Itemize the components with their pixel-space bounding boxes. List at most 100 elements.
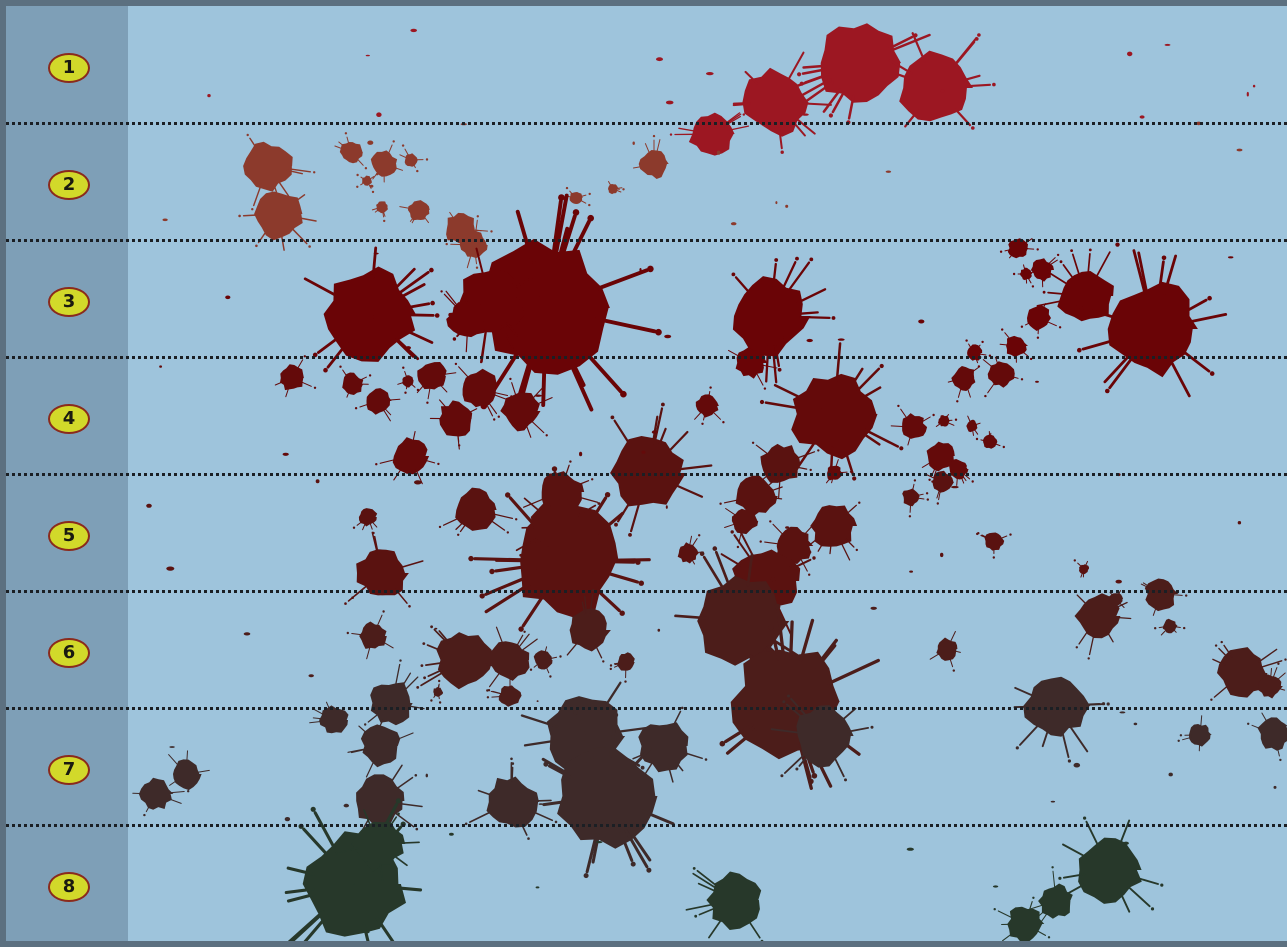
stain-79 [1140, 578, 1188, 616]
stain-40 [375, 430, 440, 485]
droplet [706, 72, 714, 76]
stain-66 [902, 479, 929, 518]
droplet [534, 394, 542, 397]
stain-34 [354, 388, 401, 422]
droplet [1127, 51, 1133, 57]
row-divider-4 [6, 473, 1287, 476]
droplet [770, 577, 776, 582]
droplet [414, 480, 422, 485]
droplet [1252, 84, 1256, 88]
droplet [665, 100, 674, 105]
stain-83 [1258, 662, 1286, 699]
stain-93 [464, 757, 558, 840]
row-divider-7 [6, 824, 1287, 827]
droplet [579, 451, 583, 457]
stain-32 [274, 355, 317, 398]
stain-53 [438, 487, 518, 536]
droplet [870, 606, 877, 610]
droplet [906, 847, 914, 851]
stain-57 [344, 531, 424, 608]
droplet [207, 94, 211, 98]
stain-74 [529, 646, 562, 678]
stain-88 [309, 701, 349, 734]
stain-27 [1036, 248, 1114, 322]
droplet [664, 334, 672, 339]
stain-77 [1074, 593, 1132, 660]
stain-82 [1210, 640, 1287, 701]
droplet [1040, 276, 1045, 281]
droplet [282, 452, 289, 456]
stain-43 [890, 404, 935, 446]
droplet [225, 295, 231, 300]
droplet [449, 832, 454, 836]
droplet [243, 632, 251, 636]
stain-99 [1247, 712, 1287, 762]
stain-104 [1058, 816, 1164, 913]
stain-98 [1177, 715, 1212, 752]
stain-73 [489, 626, 538, 688]
droplet [639, 268, 642, 272]
stain-50 [935, 414, 958, 427]
row-divider-2 [6, 239, 1287, 242]
stain-10 [399, 200, 430, 224]
droplet [806, 338, 813, 343]
droplet [837, 338, 845, 341]
droplet [376, 112, 382, 117]
stain-51 [826, 454, 853, 484]
stain-36 [397, 366, 420, 394]
stain-18 [303, 246, 440, 373]
droplet [365, 54, 370, 57]
droplet [775, 201, 778, 205]
row-badge-5: 5 [48, 521, 90, 551]
droplet [369, 184, 374, 188]
droplet [730, 222, 737, 226]
droplet [1237, 521, 1242, 525]
stain-42 [694, 386, 725, 425]
stain-56 [515, 488, 601, 575]
droplet [1115, 579, 1122, 584]
row-divider-3 [6, 356, 1287, 359]
droplet [632, 141, 635, 145]
droplet [1164, 43, 1171, 46]
droplet [992, 885, 999, 888]
droplet [1168, 772, 1173, 777]
stain-26 [1012, 264, 1035, 288]
row-divider-1 [6, 122, 1287, 125]
stain-68 [976, 532, 1012, 559]
droplet [1035, 380, 1039, 383]
droplet [1123, 841, 1129, 845]
stain-2 [888, 32, 996, 130]
stain-101 [284, 798, 423, 941]
row-badge-4: 4 [48, 404, 90, 434]
droplet [592, 571, 596, 575]
stain-80 [1154, 618, 1186, 636]
stain-81 [929, 631, 961, 672]
droplet [425, 773, 428, 778]
droplet [536, 700, 539, 702]
stain-17 [608, 181, 625, 195]
stain-38 [429, 399, 478, 450]
stain-76 [609, 652, 635, 683]
droplet [535, 886, 540, 889]
droplet [159, 365, 163, 368]
droplet [1246, 91, 1249, 97]
splatter-area [132, 23, 1287, 941]
droplet [367, 140, 374, 145]
droplet [146, 503, 152, 508]
droplet [1133, 722, 1138, 726]
stain-69 [1073, 559, 1089, 578]
droplet [538, 803, 544, 805]
droplet [1227, 256, 1234, 259]
stain-103 [685, 867, 764, 941]
stain-11 [371, 201, 388, 223]
stain-61 [724, 499, 759, 549]
stain-75 [346, 610, 394, 660]
droplet [918, 319, 925, 324]
droplet [665, 505, 668, 509]
droplet [162, 218, 168, 222]
droplet [1273, 785, 1277, 789]
stain-44 [947, 366, 981, 403]
stain-65 [677, 534, 704, 565]
droplet [802, 113, 809, 116]
